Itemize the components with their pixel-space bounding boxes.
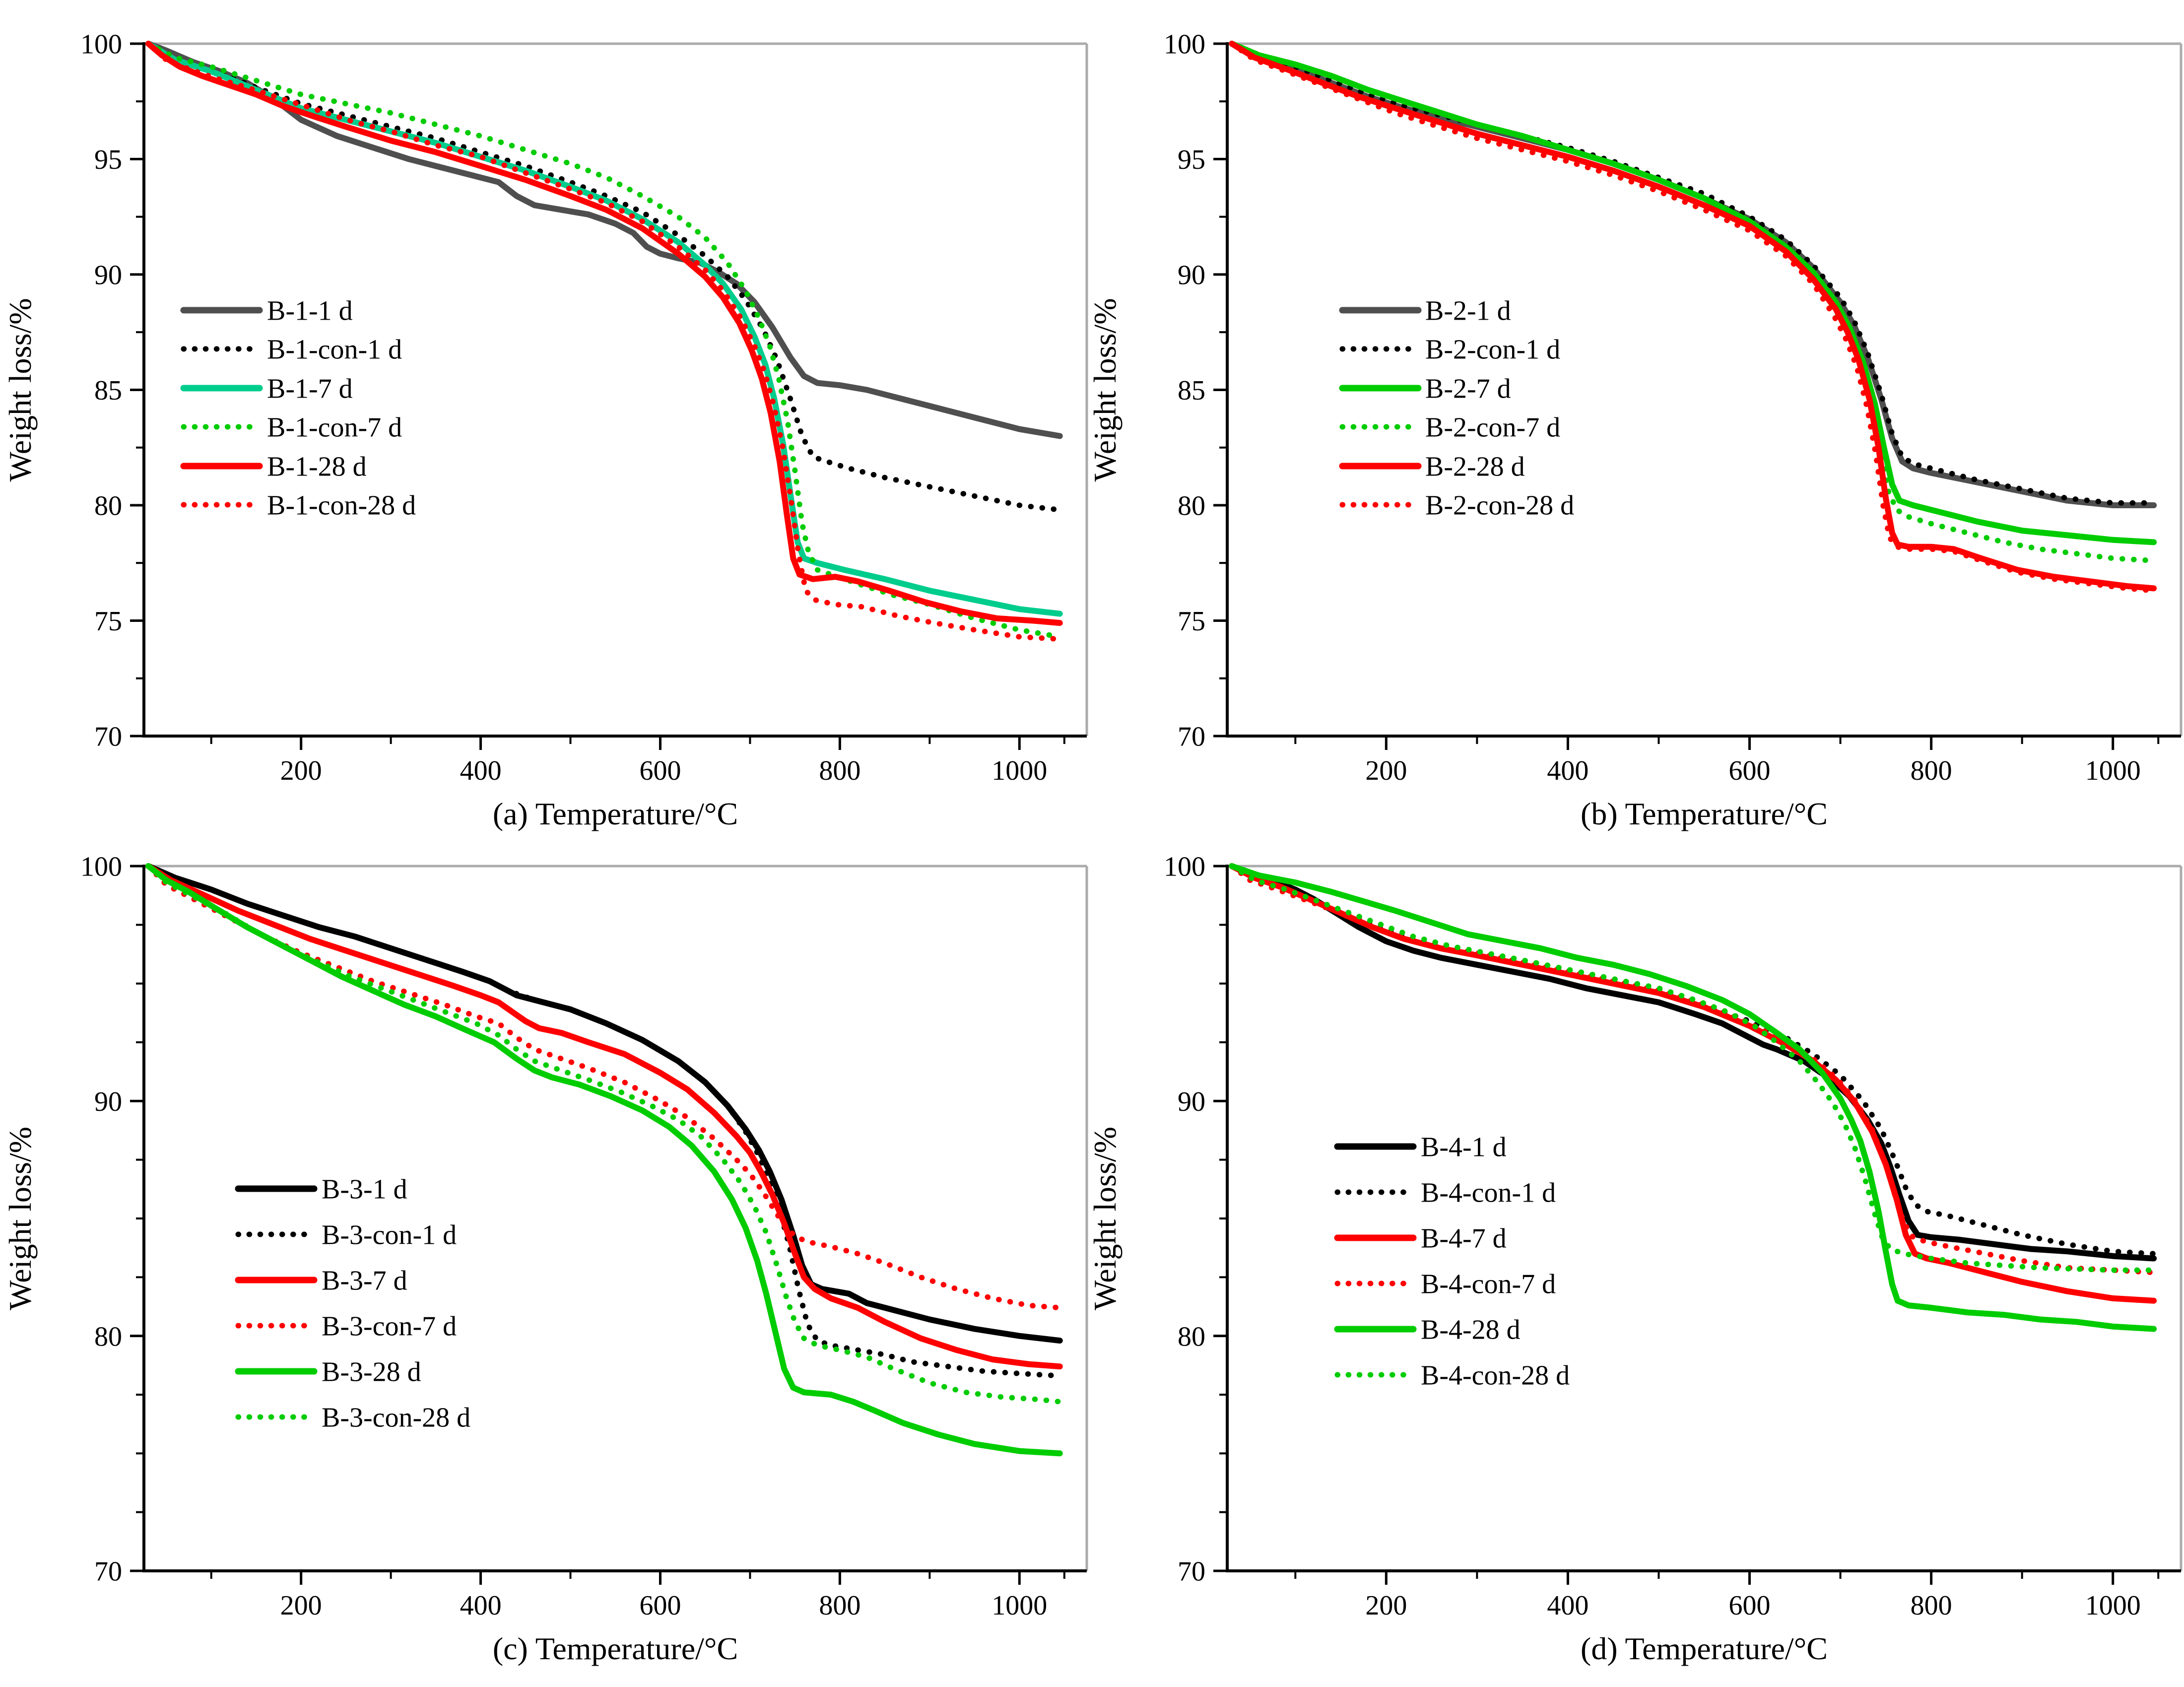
legend-label: B-2-con-1 d [1425, 335, 1560, 365]
x-tick-label: 1000 [992, 1590, 1047, 1621]
x-axis-title: (a) Temperature/°C [493, 796, 738, 831]
y-tick-label: 90 [94, 260, 122, 291]
panel-a: 100 95 90 85 80 75 70 200 400 600 800 1000 (a) Tempe… [2, 29, 1088, 831]
legend-label: B-1-28 d [267, 452, 367, 482]
y-tick-label: 100 [80, 29, 122, 60]
x-tick-label: 400 [460, 755, 502, 786]
y-axis-title: Weight loss/% [2, 298, 38, 482]
legend-label: B-4-con-1 d [1421, 1178, 1556, 1209]
y-tick-label: 70 [1178, 722, 1205, 752]
legend-label: B-4-con-7 d [1421, 1269, 1556, 1300]
x-axis-title: (b) Temperature/°C [1581, 796, 1828, 831]
x-tick-label: 400 [1547, 1590, 1588, 1621]
x-tick-label: 600 [1729, 1590, 1771, 1621]
curve-b-1-1-d [145, 41, 1063, 439]
x-tick-label: 800 [819, 1590, 860, 1621]
curve-b-3-7-d [145, 863, 1063, 1370]
y-tick-label: 80 [94, 1321, 122, 1352]
legend-label: B-3-con-28 d [322, 1403, 470, 1433]
curve-b-2-con-28-d [1229, 41, 2157, 594]
x-tick-label: 200 [1365, 1590, 1407, 1621]
x-tick-label: 600 [1729, 755, 1771, 786]
x-tick-label: 1000 [2085, 1590, 2141, 1621]
panel-d: 100 90 80 70 200 400 600 800 1000 (d) Temperature… [1092, 852, 2183, 1666]
curve-b-2-7-d [1229, 41, 2157, 545]
legend-label: B-4-7 d [1421, 1223, 1507, 1254]
curve-b-1-con-7-d [145, 41, 1063, 640]
y-tick-label: 100 [1164, 29, 1205, 60]
y-tick-label: 70 [94, 722, 122, 752]
y-tick-label: 90 [94, 1086, 122, 1117]
x-tick-label: 1000 [2085, 755, 2141, 786]
y-tick-label: 100 [80, 852, 122, 882]
curve-b-1-con-1-d [145, 41, 1063, 513]
curve-b-2-con-7-d [1229, 41, 2157, 564]
curve-b-3-con-1-d [145, 863, 1063, 1379]
y-tick-label: 75 [94, 606, 122, 637]
legend-label: B-2-con-7 d [1425, 412, 1560, 443]
x-tick-label: 800 [1911, 755, 1952, 786]
legend-label: B-4-1 d [1421, 1132, 1507, 1163]
legend-label: B-3-1 d [322, 1174, 407, 1205]
legend-label: B-4-con-28 d [1421, 1360, 1570, 1391]
curve-b-1-7-d [145, 41, 1063, 617]
y-axis-title: Weight loss/% [1092, 1127, 1123, 1310]
legend-label: B-3-7 d [322, 1266, 407, 1296]
y-tick-label: 100 [1164, 852, 1205, 882]
legend-label: B-1-7 d [267, 374, 353, 405]
y-axis-title: Weight loss/% [1092, 298, 1123, 482]
x-tick-label: 800 [1911, 1590, 1952, 1621]
y-tick-label: 90 [1178, 1086, 1205, 1117]
y-axis-title: Weight loss/% [2, 1127, 38, 1310]
legend-label: B-1-con-7 d [267, 412, 402, 443]
y-tick-label: 70 [1178, 1556, 1205, 1587]
y-tick-label: 85 [1178, 375, 1205, 406]
curve-b-4-28-d [1229, 863, 2157, 1332]
y-tick-label: 85 [94, 375, 122, 406]
legend-label: B-2-con-28 d [1425, 490, 1574, 521]
x-tick-label: 400 [1547, 755, 1588, 786]
y-tick-label: 95 [94, 144, 122, 175]
curve-b-4-1-d [1229, 863, 2157, 1262]
y-tick-label: 70 [94, 1556, 122, 1587]
curve-b-2-1-d [1229, 41, 2157, 508]
x-tick-label: 800 [819, 755, 860, 786]
legend-label: B-1-con-28 d [267, 490, 416, 521]
curve-b-1-28-d [145, 41, 1063, 626]
curve-b-1-con-28-d [145, 41, 1063, 642]
x-tick-label: 200 [1365, 755, 1407, 786]
legend-label: B-1-con-1 d [267, 335, 402, 365]
y-tick-label: 95 [1178, 144, 1205, 175]
y-tick-label: 80 [1178, 491, 1205, 522]
panel-b: 100 95 90 85 80 75 70 200 400 600 800 1000 (b) Tempe… [1092, 29, 2183, 831]
y-tick-label: 80 [1178, 1321, 1205, 1352]
x-axis-title: (d) Temperature/°C [1581, 1631, 1828, 1666]
curve-b-3-28-d [145, 863, 1063, 1457]
x-tick-label: 600 [639, 755, 681, 786]
y-tick-label: 75 [1178, 606, 1205, 637]
legend-label: B-2-28 d [1425, 452, 1525, 482]
legend-label: B-2-7 d [1425, 374, 1511, 405]
legend-label: B-4-28 d [1421, 1315, 1521, 1346]
y-tick-label: 90 [1178, 260, 1205, 291]
x-tick-label: 200 [280, 1590, 322, 1621]
legend-label: B-1-1 d [267, 296, 353, 327]
curve-b-3-1-d [145, 863, 1063, 1344]
panel-c: 100 90 80 70 200 400 600 800 1000 (c) Temperature… [2, 852, 1088, 1666]
x-tick-label: 600 [639, 1590, 681, 1621]
x-tick-label: 1000 [992, 755, 1047, 786]
curve-b-3-con-28-d [145, 863, 1063, 1405]
x-tick-label: 200 [280, 755, 322, 786]
x-axis-title: (c) Temperature/°C [493, 1631, 738, 1666]
legend-label: B-3-con-7 d [322, 1311, 457, 1342]
x-tick-label: 400 [460, 1590, 502, 1621]
legend-label: B-3-28 d [322, 1357, 421, 1388]
curve-b-2-con-1-d [1229, 41, 2157, 506]
legend-label: B-2-1 d [1425, 296, 1511, 327]
curve-b-3-con-7-d [145, 863, 1063, 1311]
y-tick-label: 80 [94, 491, 122, 522]
legend-label: B-3-con-1 d [322, 1220, 457, 1251]
curve-b-2-28-d [1229, 41, 2157, 592]
